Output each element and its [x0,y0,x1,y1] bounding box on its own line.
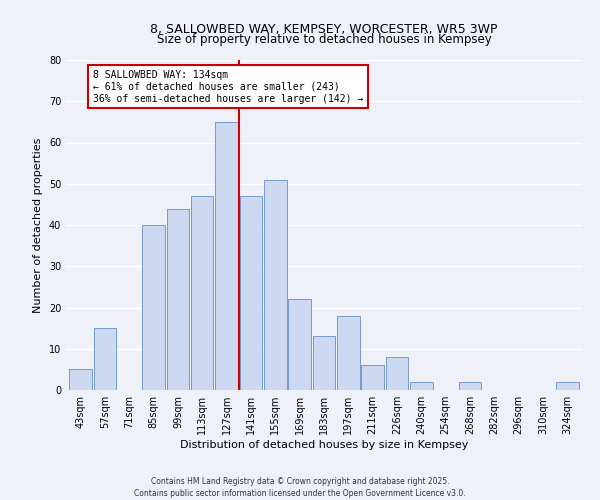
Bar [142,225,165,390]
Bar [361,365,384,390]
Bar [70,370,92,390]
Bar [289,299,311,390]
Bar [410,382,433,390]
Bar [215,122,238,390]
Bar [264,180,287,390]
Bar [191,196,214,390]
Bar [459,382,481,390]
Bar [240,196,262,390]
Y-axis label: Number of detached properties: Number of detached properties [33,138,43,312]
Bar [556,382,578,390]
Bar [386,357,408,390]
Text: Size of property relative to detached houses in Kempsey: Size of property relative to detached ho… [157,32,491,46]
Text: 8, SALLOWBED WAY, KEMPSEY, WORCESTER, WR5 3WP: 8, SALLOWBED WAY, KEMPSEY, WORCESTER, WR… [150,22,498,36]
Bar [94,328,116,390]
Bar [313,336,335,390]
X-axis label: Distribution of detached houses by size in Kempsey: Distribution of detached houses by size … [180,440,468,450]
Text: Contains HM Land Registry data © Crown copyright and database right 2025.
Contai: Contains HM Land Registry data © Crown c… [134,476,466,498]
Bar [337,316,359,390]
Bar [167,208,189,390]
Text: 8 SALLOWBED WAY: 134sqm
← 61% of detached houses are smaller (243)
36% of semi-d: 8 SALLOWBED WAY: 134sqm ← 61% of detache… [93,70,363,104]
